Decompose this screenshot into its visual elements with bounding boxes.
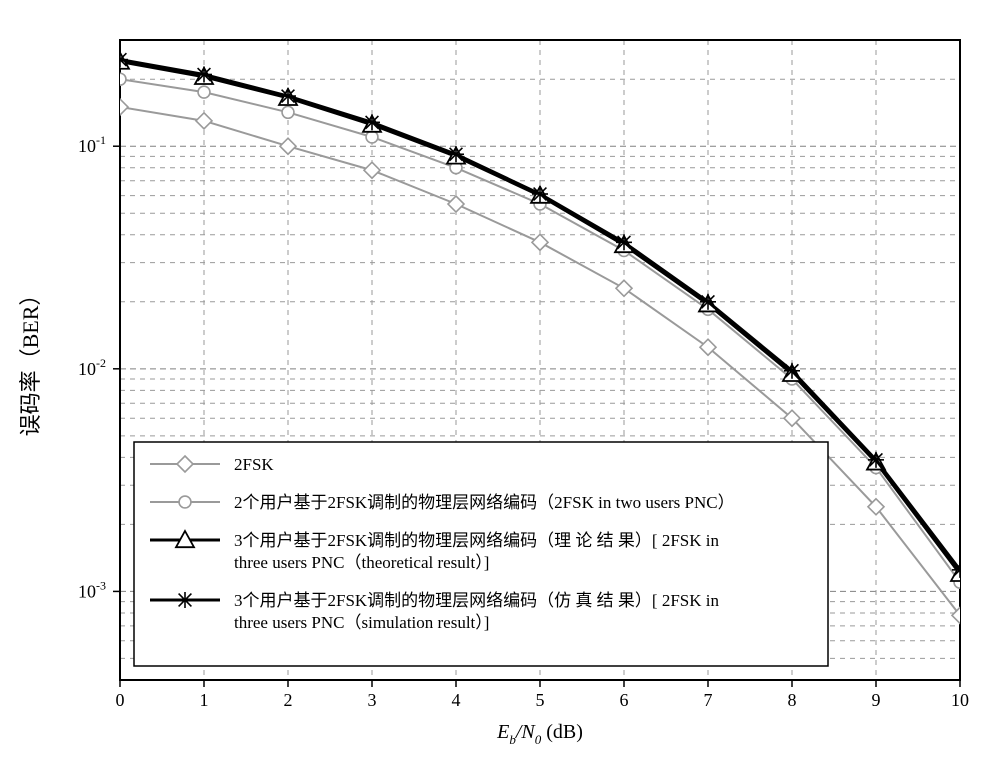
x-tick-label: 5 bbox=[536, 690, 545, 710]
y-axis-label: 误码率（BER） bbox=[18, 284, 43, 437]
legend-entry-text: 2FSK bbox=[234, 455, 274, 474]
x-tick-label: 8 bbox=[788, 690, 797, 710]
x-tick-label: 1 bbox=[200, 690, 209, 710]
x-tick-label: 3 bbox=[368, 690, 377, 710]
legend-entry-text: 3个用户基于2FSK调制的物理层网络编码（理 论 结 果）[ 2FSK in bbox=[234, 531, 720, 550]
x-tick-label: 10 bbox=[951, 690, 969, 710]
x-tick-label: 4 bbox=[452, 690, 461, 710]
y-tick-label: 10-2 bbox=[78, 356, 106, 379]
x-tick-label: 2 bbox=[284, 690, 293, 710]
legend-entry-text: three users PNC（theoretical result）] bbox=[234, 553, 489, 572]
ber-chart: 0 1 2 3 4 5 6 7 8 9 10 10-3 10-2 10-1 Eb/N0 (dB) 误码率（BE… bbox=[0, 0, 1000, 762]
legend: 2FSK 2个用户基于2FSK调制的物理层网络编码（2FSK in two use… bbox=[134, 442, 828, 666]
x-tick-label: 9 bbox=[872, 690, 881, 710]
legend-entry-text: three users PNC（simulation result）] bbox=[234, 613, 489, 632]
x-axis-label: Eb/N0 (dB) bbox=[496, 721, 583, 747]
legend-entry-text: 3个用户基于2FSK调制的物理层网络编码（仿 真 结 果）[ 2FSK in bbox=[234, 591, 720, 610]
legend-entry-text: 2个用户基于2FSK调制的物理层网络编码（2FSK in two users P… bbox=[234, 493, 735, 512]
y-tick-label: 10-1 bbox=[78, 133, 106, 156]
x-tick-label: 7 bbox=[704, 690, 713, 710]
y-tick-label: 10-3 bbox=[78, 578, 106, 601]
x-tick-label: 0 bbox=[116, 690, 125, 710]
x-tick-label: 6 bbox=[620, 690, 629, 710]
